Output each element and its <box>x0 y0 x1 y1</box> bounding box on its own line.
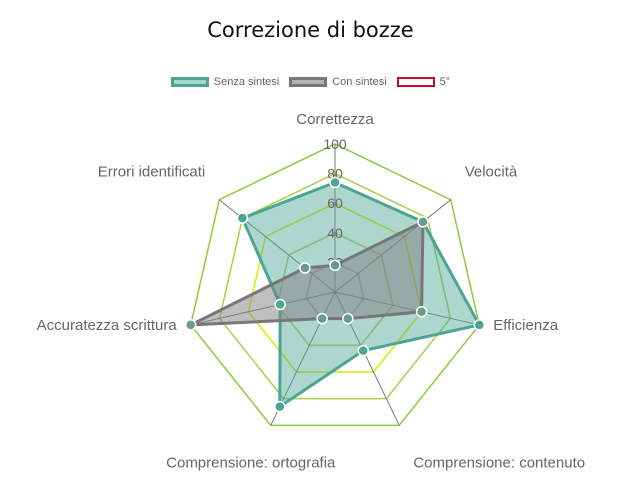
legend-item-senza-sintesi[interactable]: Senza sintesi <box>170 76 280 88</box>
series-0-point-5[interactable] <box>274 298 286 311</box>
legend-label-senza-sintesi: Senza sintesi <box>213 76 280 88</box>
series-1-point-5[interactable] <box>184 319 197 331</box>
legend-item-con-sintesi[interactable]: Con sintesi <box>289 76 387 88</box>
legend-label-con-sintesi: Con sintesi <box>332 76 387 88</box>
tick-label-60: 60 <box>327 195 343 211</box>
legend-label-5-percentile: 5° <box>439 76 451 88</box>
series-0-point-3[interactable] <box>357 344 370 357</box>
series-1-point-1[interactable] <box>417 216 429 228</box>
axis-label-2: Efficienza <box>493 317 558 334</box>
series-0-point-2[interactable] <box>473 319 486 331</box>
axis-label-0: Correttezza <box>296 111 374 128</box>
tick-label-80: 80 <box>327 166 343 182</box>
chart-title: Correzione di bozze <box>207 18 414 42</box>
axis-label-1: Velocità <box>465 164 518 181</box>
legend-swatch-senza-sintesi <box>170 77 209 87</box>
grid-ring-100 <box>189 143 481 427</box>
legend-swatch-5-percentile <box>396 77 435 87</box>
series-0-point-0[interactable] <box>329 176 341 189</box>
legend-item-5-percentile[interactable]: 5° <box>396 76 451 88</box>
legend: Senza sintesi Con sintesi 5° <box>0 76 621 88</box>
series-1-point-4[interactable] <box>316 312 328 325</box>
series-1-point-0[interactable] <box>329 259 341 272</box>
series-0-point-6[interactable] <box>236 212 249 224</box>
axis-label-5: Accuratezza scrittura <box>37 317 178 334</box>
tick-label-100: 100 <box>323 136 347 152</box>
axis-label-6: Errori identificati <box>98 164 206 181</box>
legend-swatch-con-sintesi <box>289 77 328 87</box>
tick-label-40: 40 <box>327 225 343 241</box>
series-0-point-4[interactable] <box>274 400 286 413</box>
series-1-point-3[interactable] <box>342 312 354 325</box>
axis-label-3: Comprensione: contenuto <box>413 454 585 471</box>
series-1-point-6[interactable] <box>299 262 311 274</box>
axis-label-4: Comprensione: ortografia <box>166 454 336 471</box>
series-1-point-2[interactable] <box>415 306 428 318</box>
